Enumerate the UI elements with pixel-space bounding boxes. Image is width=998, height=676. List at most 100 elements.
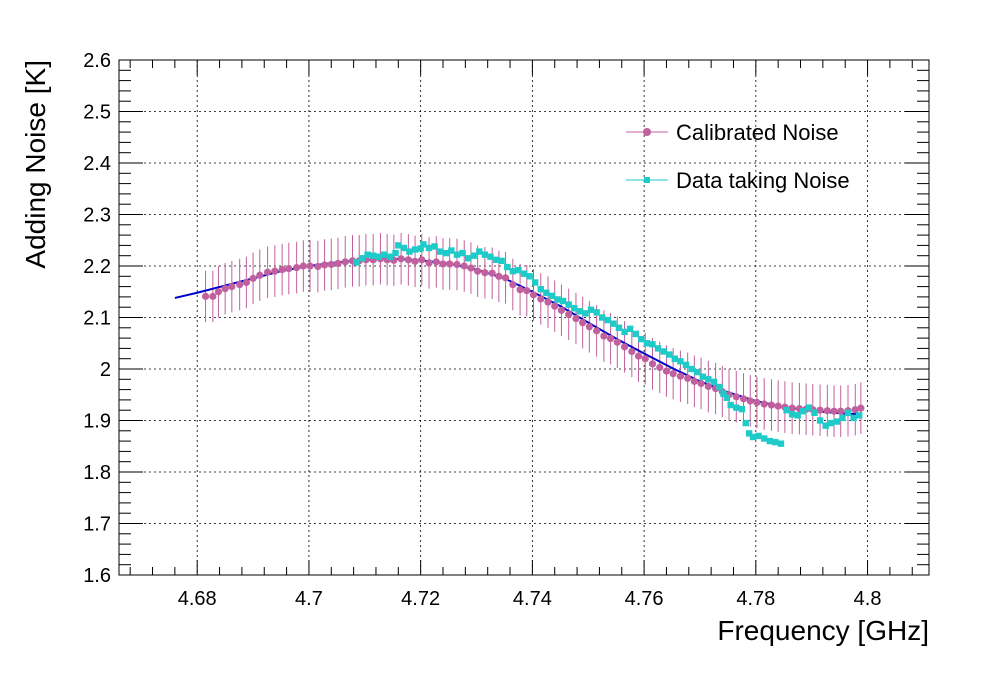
- data-taking-point: [470, 252, 477, 259]
- data-taking-point: [716, 383, 723, 391]
- data-taking-point: [582, 310, 589, 317]
- calibrated-point: [579, 319, 587, 327]
- data-taking-point: [833, 418, 841, 425]
- calibrated-point: [495, 272, 503, 280]
- y-tick-label: 2.4: [83, 153, 111, 175]
- y-tick-label: 2.2: [83, 256, 111, 278]
- calibrated-point: [613, 338, 621, 346]
- legend-data-taking-label: Data taking Noise: [676, 168, 850, 193]
- data-taking-point: [375, 253, 382, 260]
- calibrated-point: [816, 406, 824, 414]
- data-taking-point: [364, 251, 371, 258]
- legend-calibrated-marker: [643, 128, 651, 136]
- data-taking-point: [537, 285, 544, 293]
- data-taking-point: [487, 253, 494, 260]
- calibrated-point: [662, 367, 671, 375]
- x-tick-label: 4.72: [401, 588, 440, 610]
- x-tick-label: 4.68: [178, 588, 217, 610]
- calibrated-point: [641, 355, 649, 363]
- calibrated-point: [857, 404, 865, 412]
- calibrated-point: [823, 407, 831, 415]
- data-taking-point: [599, 314, 606, 321]
- data-taking-point: [453, 251, 461, 258]
- calibrated-point: [501, 274, 510, 282]
- data-taking-point: [638, 335, 645, 343]
- data-taking-point: [504, 263, 511, 271]
- data-taking-point: [800, 408, 807, 415]
- calibrated-point: [397, 255, 405, 263]
- x-tick-label: 4.8: [854, 588, 882, 610]
- data-taking-point: [710, 378, 718, 386]
- data-taking-point: [386, 253, 394, 260]
- data-taking-point: [425, 244, 433, 252]
- data-taking-point: [498, 257, 505, 265]
- data-taking-point: [459, 249, 466, 257]
- calibrated-point: [690, 377, 698, 385]
- calibrated-point: [676, 372, 685, 380]
- y-tick-label: 2.3: [83, 205, 111, 227]
- calibrated-point: [341, 258, 349, 266]
- data-taking-point: [822, 422, 829, 429]
- tick-labels: 4.68 4.7 4.72 4.74 4.76 4.78 4.8 1.6 1.7 1.8 1.9 2 2…: [83, 50, 881, 610]
- calibrated-point: [529, 291, 538, 299]
- calibrated-point: [788, 404, 796, 412]
- y-tick-label: 2.5: [83, 102, 111, 124]
- data-taking-point: [844, 409, 852, 416]
- calibrated-point: [557, 306, 566, 314]
- calibrated-point: [209, 292, 217, 300]
- data-taking-point: [643, 340, 651, 347]
- calibrated-point: [697, 379, 705, 388]
- data-taking-point: [794, 412, 801, 419]
- data-taking-point: [788, 411, 796, 418]
- calibrated-point: [488, 269, 496, 277]
- calibrated-point: [704, 382, 712, 391]
- calibrated-point: [523, 287, 531, 295]
- calibrated-point: [293, 263, 301, 272]
- calibrated-point: [684, 374, 692, 382]
- data-taking-point: [720, 390, 727, 397]
- calibrated-point: [327, 260, 335, 269]
- data-taking-point: [626, 325, 634, 333]
- data-taking-point: [682, 361, 690, 369]
- data-taking-point: [749, 433, 757, 441]
- calibrated-point: [271, 267, 279, 275]
- calibrated-point: [656, 363, 664, 372]
- data-taking-point: [464, 255, 472, 262]
- calibrated-point: [585, 323, 593, 331]
- data-taking-point: [649, 341, 656, 348]
- calibrated-point: [214, 288, 223, 296]
- calibrated-point: [551, 302, 559, 310]
- legend-item-calibrated: Calibrated Noise: [626, 120, 839, 145]
- calibrated-point: [851, 406, 859, 414]
- data-taking-point: [772, 438, 779, 446]
- data-taking-point: [850, 414, 857, 422]
- calibrated-point: [299, 262, 307, 270]
- calibrated-point: [760, 400, 768, 408]
- data-taking-point: [576, 308, 584, 315]
- data-taking-point: [688, 365, 695, 373]
- calibrated-point: [467, 264, 475, 272]
- calibrated-point: [767, 401, 776, 409]
- series-layer: [174, 233, 865, 447]
- y-tick-label: 2: [100, 359, 111, 381]
- calibrated-point: [634, 352, 643, 360]
- data-taking-point: [353, 259, 360, 266]
- legend-calibrated-label: Calibrated Noise: [676, 120, 839, 145]
- legend: Calibrated Noise Data taking Noise: [626, 120, 850, 193]
- calibrated-point: [334, 259, 342, 268]
- calibrated-point: [256, 271, 264, 279]
- y-tick-label: 1.8: [83, 462, 111, 484]
- data-taking-point: [654, 345, 662, 352]
- calibrated-point: [837, 407, 845, 415]
- data-taking-point: [745, 430, 753, 437]
- data-taking-point: [406, 248, 413, 255]
- x-tick-label: 4.76: [625, 588, 664, 610]
- data-taking-point: [392, 249, 399, 257]
- data-taking-point: [733, 404, 740, 411]
- calibrated-point: [306, 262, 314, 270]
- data-taking-point: [437, 248, 444, 255]
- data-taking-point: [805, 404, 813, 411]
- data-taking-point: [660, 348, 667, 355]
- calibrated-point: [221, 285, 229, 293]
- data-taking-point: [543, 289, 550, 296]
